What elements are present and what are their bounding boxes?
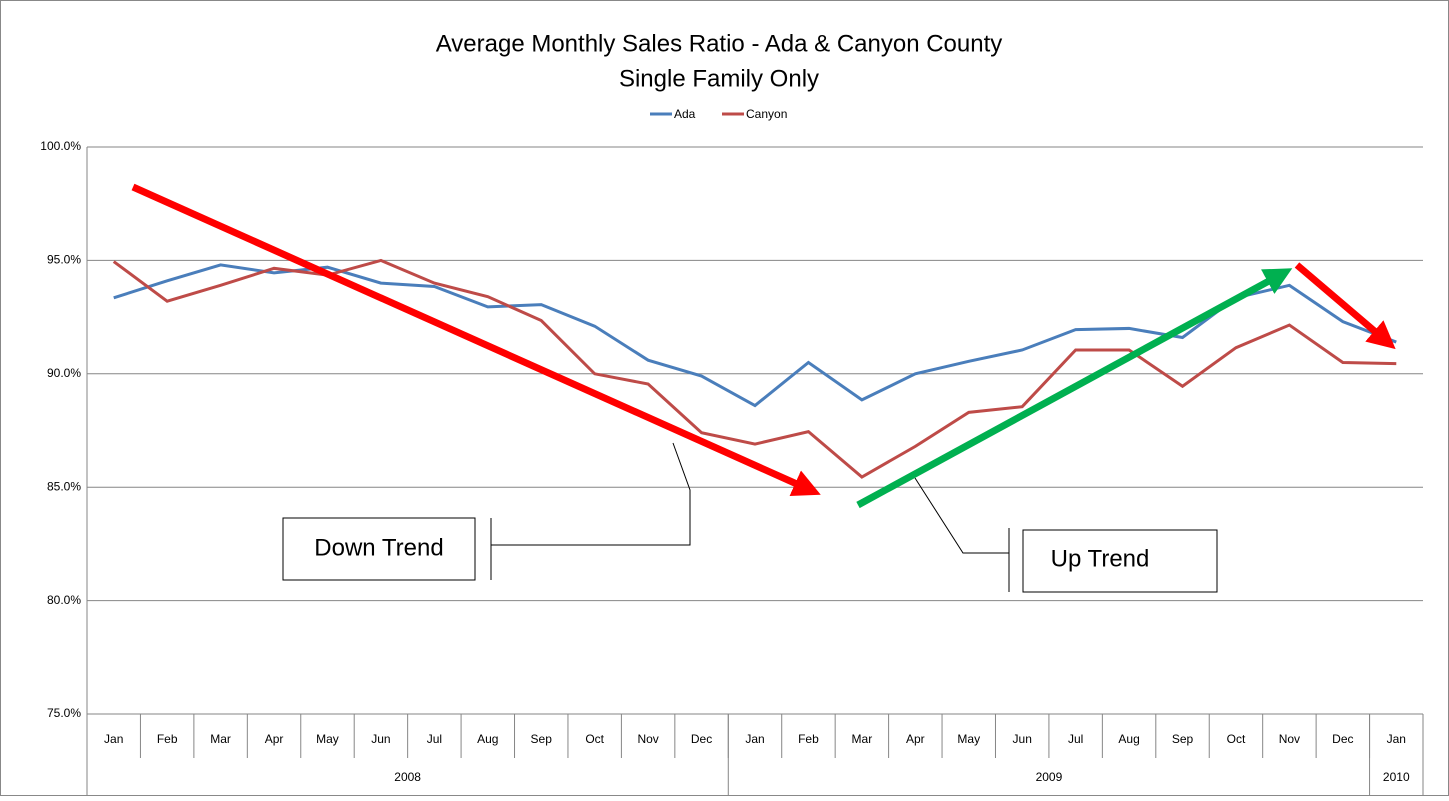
x-tick-label: Nov xyxy=(1279,732,1300,746)
annotation: Up Trend xyxy=(1051,545,1150,572)
callout-box xyxy=(1022,529,1218,593)
x-tick-label: Mar xyxy=(852,732,873,746)
annotations: Down Trend Up Trend xyxy=(131,183,1396,593)
series-line xyxy=(113,263,1397,408)
x-group-label: 2008 xyxy=(394,770,421,784)
y-tick-label: 85.0% xyxy=(47,479,81,493)
x-tick-label: Jul xyxy=(427,732,442,746)
callout-box xyxy=(282,517,476,581)
x-tick-label: Sep xyxy=(531,732,553,746)
y-tick-label: 90.0% xyxy=(47,366,81,380)
down-arrow xyxy=(131,183,821,497)
y-tick-label: 95.0% xyxy=(47,253,81,267)
x-group-label: 2010 xyxy=(1383,770,1410,784)
y-tick-label: 80.0% xyxy=(47,593,81,607)
x-tick-label: Oct xyxy=(585,732,604,746)
x-tick-label: Aug xyxy=(477,732,498,746)
x-tick-label: Apr xyxy=(265,732,284,746)
x-tick-label: Feb xyxy=(157,732,178,746)
x-tick-label: Jan xyxy=(1387,732,1406,746)
callout-line xyxy=(914,477,1009,554)
x-tick-label: Jul xyxy=(1068,732,1083,746)
legend-label: Canyon xyxy=(746,107,787,121)
legend-label: Ada xyxy=(674,107,696,121)
x-tick-label: May xyxy=(316,732,339,746)
x-tick-label: Jan xyxy=(104,732,123,746)
x-tick-label: Feb xyxy=(798,732,819,746)
annotation: Down Trend xyxy=(314,534,443,561)
x-tick-label: Jun xyxy=(371,732,390,746)
up-arrow xyxy=(856,268,1293,509)
x-tick-label: Sep xyxy=(1172,732,1194,746)
chart-title: Average Monthly Sales Ratio - Ada & Cany… xyxy=(436,30,1003,57)
x-tick-label: Dec xyxy=(691,732,712,746)
y-tick-label: 75.0% xyxy=(47,706,81,720)
chart-subtitle: Single Family Only xyxy=(619,65,819,92)
callout-line xyxy=(491,442,691,546)
x-tick-label: Oct xyxy=(1227,732,1246,746)
x-tick-label: Mar xyxy=(210,732,231,746)
down-arrow xyxy=(1294,262,1396,350)
x-tick-label: Dec xyxy=(1332,732,1353,746)
x-tick-label: Aug xyxy=(1118,732,1139,746)
x-tick-label: May xyxy=(957,732,980,746)
x-tick-label: Nov xyxy=(637,732,658,746)
y-tick-label: 100.0% xyxy=(40,139,81,153)
x-group-label: 2009 xyxy=(1036,770,1063,784)
x-tick-label: Apr xyxy=(906,732,925,746)
x-tick-label: Jan xyxy=(745,732,764,746)
x-tick-label: Jun xyxy=(1013,732,1032,746)
